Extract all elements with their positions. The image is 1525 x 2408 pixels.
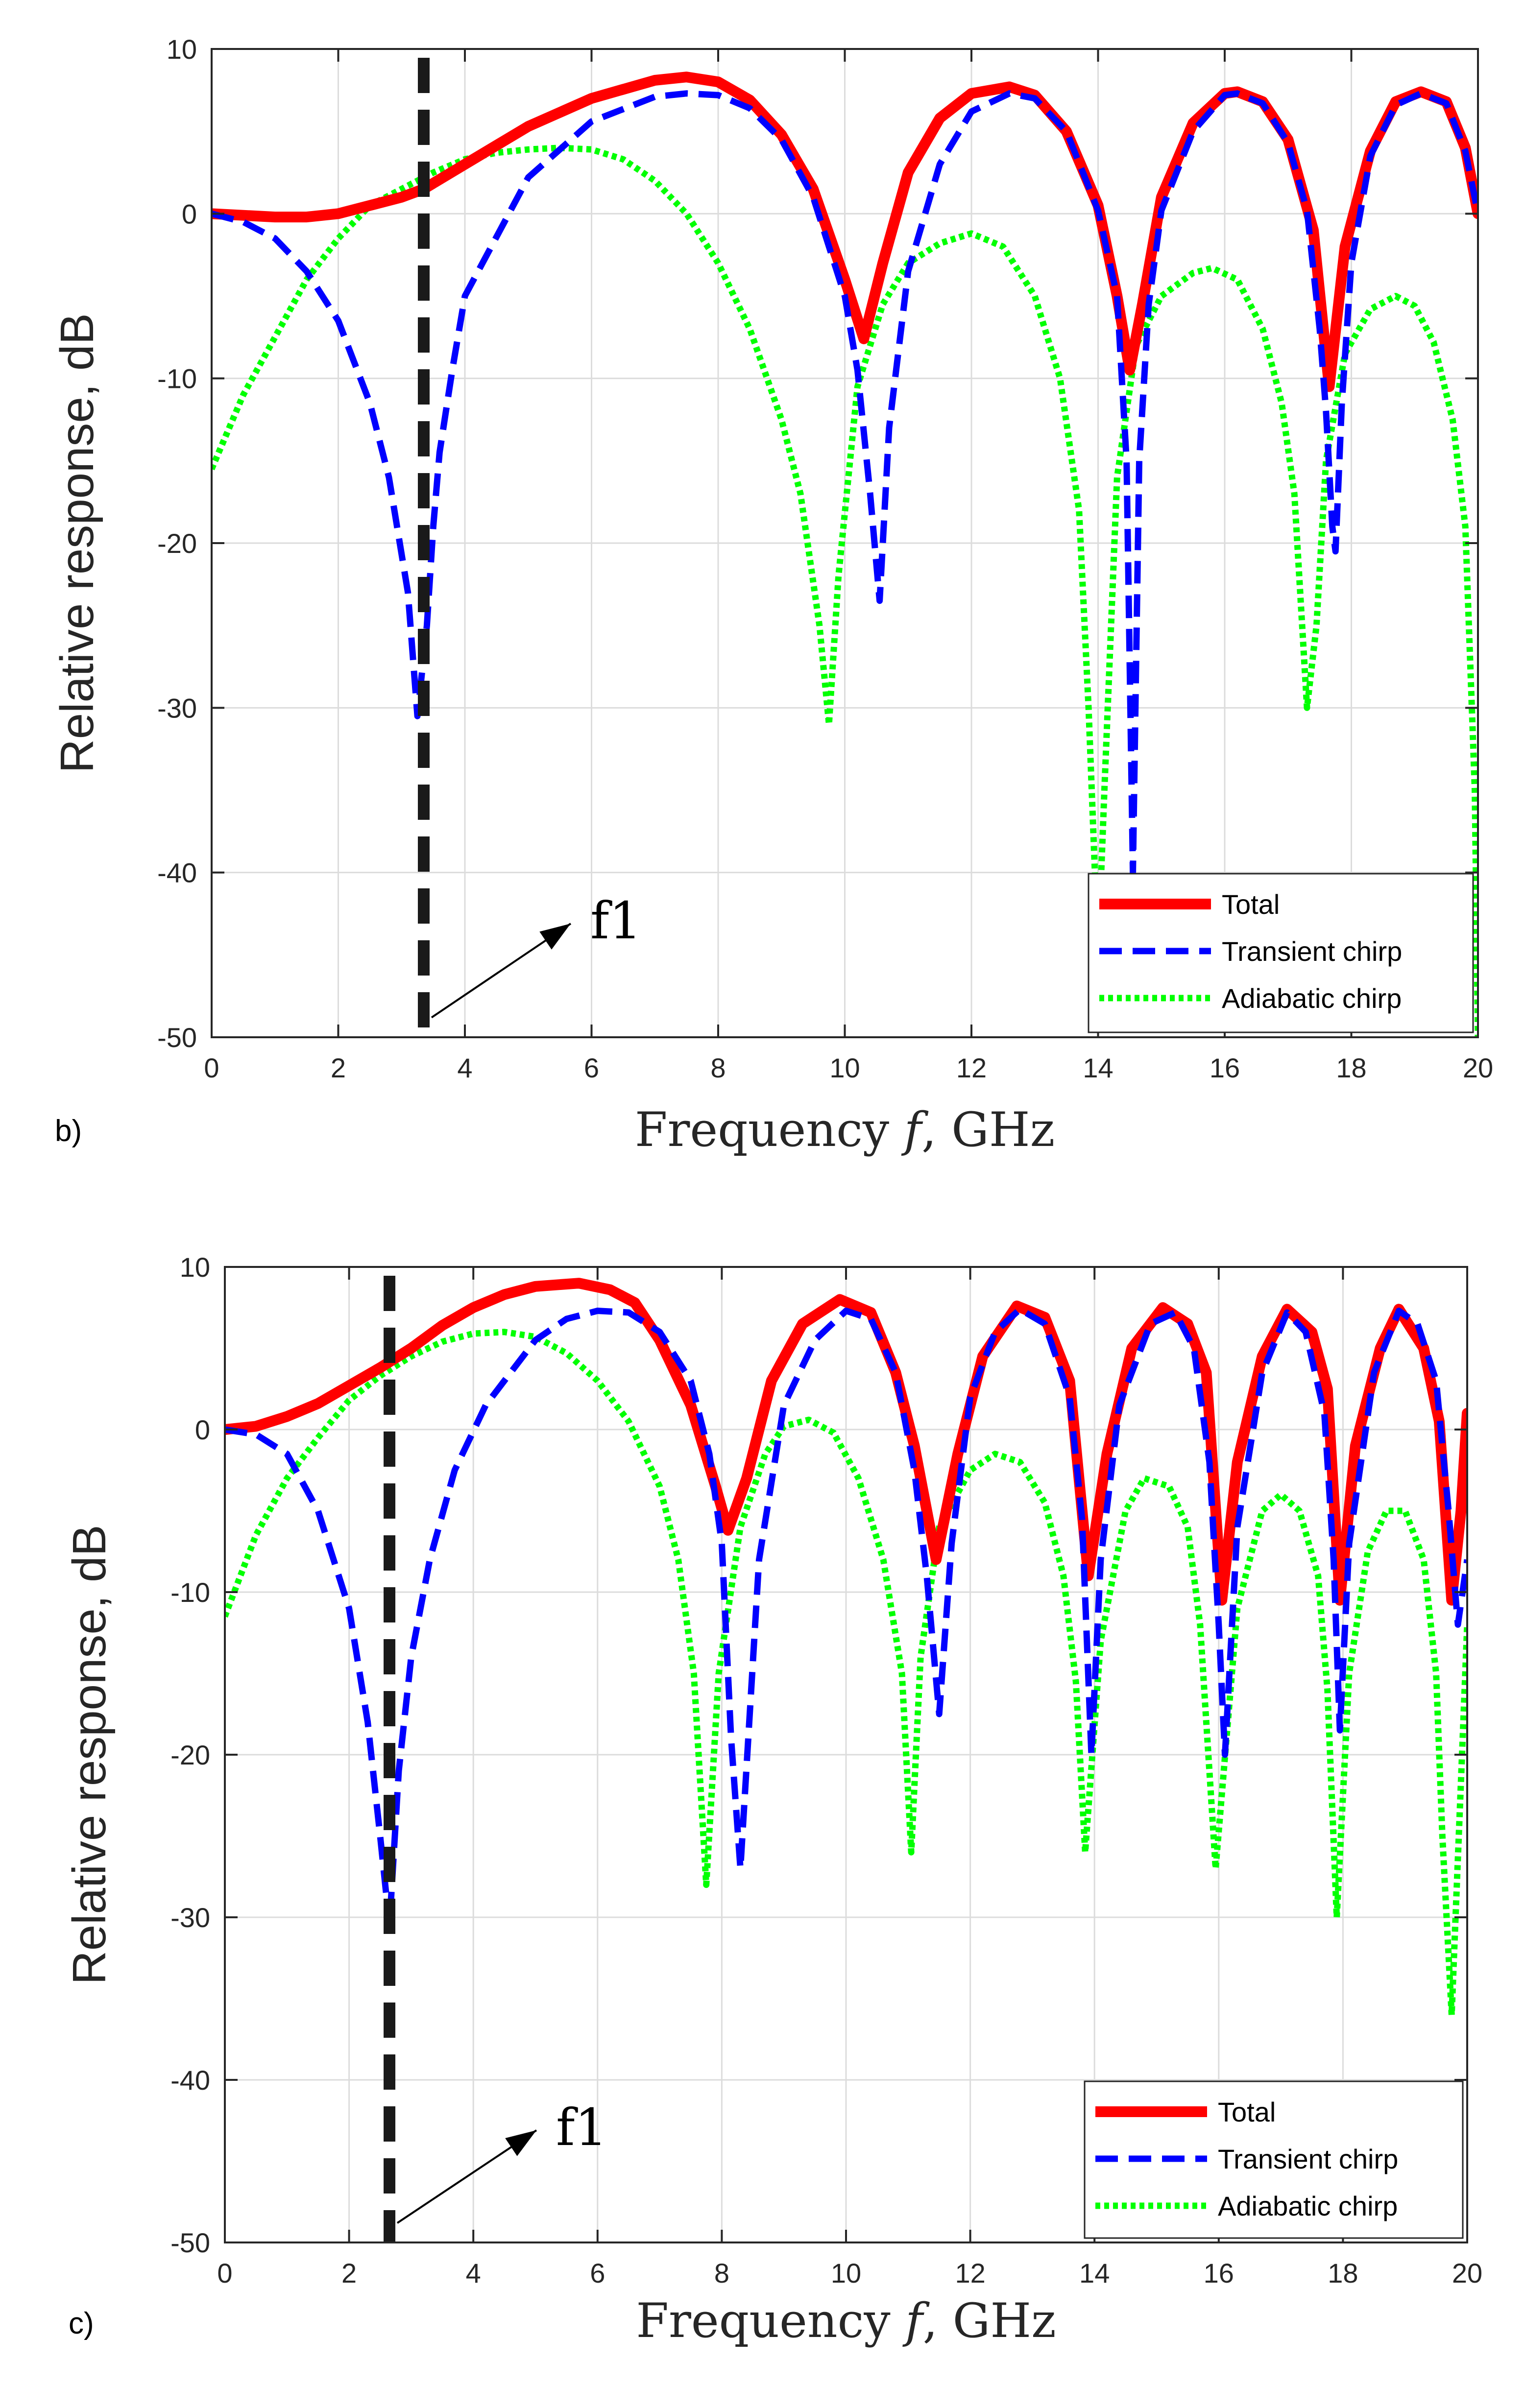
series-line-transient-chirp bbox=[225, 1306, 1467, 1929]
chart-panel-c: 0 2 4 6 8 10 12 14 16 18 20 10 0 -10 -20 -30 -40 -50 Relat… bbox=[63, 1252, 1482, 2348]
x-tick-label: 12 bbox=[955, 2258, 985, 2289]
legend-label: Adiabatic chirp bbox=[1218, 2191, 1398, 2221]
x-tick-label: 8 bbox=[714, 2258, 729, 2289]
y-tick-label: -40 bbox=[170, 2065, 210, 2096]
x-tick-label: 0 bbox=[204, 1052, 219, 1083]
y-tick-label: 10 bbox=[167, 34, 197, 65]
f1-annotation: f1 bbox=[556, 2098, 607, 2157]
x-tick-label: 10 bbox=[829, 1052, 860, 1083]
y-tick-label: -20 bbox=[170, 1740, 210, 1770]
series-line-total bbox=[212, 72, 1478, 392]
legend-label: Total bbox=[1218, 2097, 1276, 2127]
f1-annotation: f1 bbox=[590, 891, 642, 951]
y-tick-label: -40 bbox=[157, 858, 197, 888]
panel-label: c) bbox=[69, 2307, 94, 2340]
legend-label: Adiabatic chirp bbox=[1222, 983, 1402, 1014]
x-tick-label: 16 bbox=[1210, 1052, 1240, 1083]
y-tick-label: -10 bbox=[170, 1577, 210, 1608]
x-axis-label-unit: , GHz bbox=[923, 2293, 1056, 2348]
x-tick-label: 18 bbox=[1336, 1052, 1366, 1083]
x-tick-label: 20 bbox=[1463, 1052, 1493, 1083]
y-tick-label: -10 bbox=[157, 363, 197, 394]
x-tick-label: 4 bbox=[466, 2258, 481, 2289]
y-tick-label: -30 bbox=[157, 692, 197, 723]
series-line-transient-chirp bbox=[212, 90, 1478, 876]
f1-arrow-head bbox=[505, 2130, 537, 2156]
x-tick-label: 14 bbox=[1079, 2258, 1110, 2289]
y-tick-label: 0 bbox=[182, 198, 197, 229]
f1-arrow-head bbox=[539, 923, 571, 950]
y-axis-label: Relative response, dB bbox=[63, 1525, 116, 1984]
series-line-total bbox=[225, 1278, 1467, 1606]
x-axis-label-text: Frequency bbox=[636, 2293, 890, 2348]
x-tick-label: 14 bbox=[1083, 1052, 1113, 1083]
y-tick-label: -50 bbox=[157, 1022, 197, 1053]
x-axis-label: Frequency f, GHz bbox=[635, 1102, 1055, 1157]
x-axis-label-text: Frequency bbox=[635, 1102, 889, 1157]
y-tick-label: -20 bbox=[157, 528, 197, 559]
legend-label: Total bbox=[1222, 889, 1280, 920]
x-tick-label: 0 bbox=[217, 2258, 232, 2289]
chart-panel-b: 0 2 4 6 8 10 12 14 16 18 20 10 0 -10 -20 -30 -40 -50 Relat… bbox=[51, 34, 1493, 1157]
x-axis-label: Frequency f, GHz bbox=[636, 2293, 1056, 2348]
legend-label: Transient chirp bbox=[1222, 936, 1402, 967]
x-tick-label: 2 bbox=[331, 1052, 346, 1083]
series-line-adiabatic-chirp bbox=[212, 144, 1478, 1037]
x-tick-label: 20 bbox=[1452, 2258, 1482, 2289]
y-tick-label: -50 bbox=[170, 2227, 210, 2258]
x-tick-label: 10 bbox=[831, 2258, 861, 2289]
x-tick-label: 2 bbox=[341, 2258, 357, 2289]
legend: Total Transient chirp Adiabatic chirp bbox=[1084, 2080, 1464, 2239]
x-tick-label: 6 bbox=[590, 2258, 605, 2289]
y-tick-label: 0 bbox=[195, 1414, 210, 1445]
x-tick-label: 18 bbox=[1328, 2258, 1358, 2289]
series-line-adiabatic-chirp bbox=[225, 1329, 1467, 2018]
legend: Total Transient chirp Adiabatic chirp bbox=[1088, 873, 1474, 1033]
x-tick-label: 16 bbox=[1204, 2258, 1234, 2289]
panel-label: b) bbox=[55, 1114, 82, 1148]
y-tick-label: -30 bbox=[170, 1902, 210, 1933]
x-tick-label: 8 bbox=[710, 1052, 726, 1083]
y-axis-label: Relative response, dB bbox=[51, 313, 103, 773]
y-tick-label: 10 bbox=[180, 1252, 210, 1283]
x-tick-label: 6 bbox=[584, 1052, 599, 1083]
x-tick-label: 4 bbox=[457, 1052, 472, 1083]
x-axis-label-unit: , GHz bbox=[921, 1102, 1055, 1157]
legend-label: Transient chirp bbox=[1218, 2144, 1398, 2174]
x-tick-label: 12 bbox=[956, 1052, 987, 1083]
